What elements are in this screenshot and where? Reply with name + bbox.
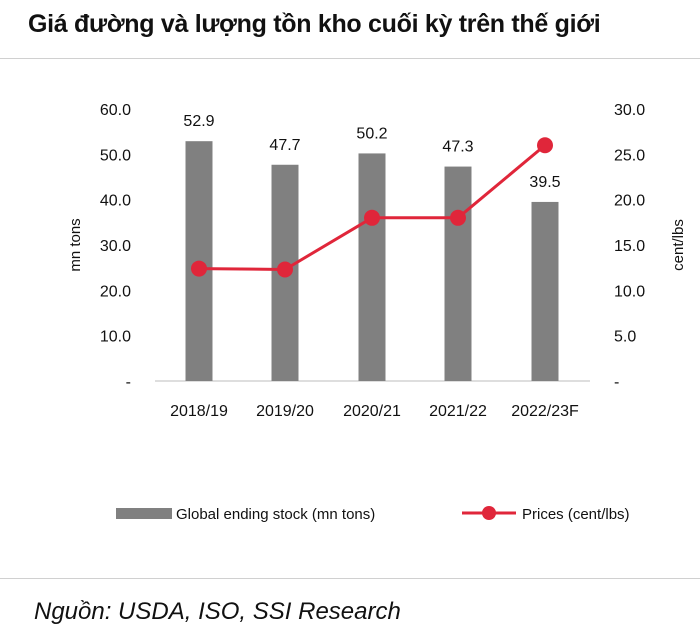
price-point [450, 209, 466, 226]
x-tick-label: 2020/21 [343, 403, 401, 420]
right-tick-label: 5.0 [614, 329, 636, 346]
source-note: Nguồn: USDA, ISO, SSI Research [34, 598, 401, 625]
right-axis-title: cent/lbs [670, 219, 687, 271]
x-tick-label: 2019/20 [256, 403, 314, 420]
price-point [364, 209, 380, 226]
bottom-divider [0, 578, 700, 579]
left-tick-label: 60.0 [100, 102, 131, 119]
x-tick-label: 2018/19 [170, 403, 228, 420]
right-tick-label: 25.0 [614, 147, 645, 164]
right-axis: - 5.0 10.0 15.0 20.0 25.0 30.0 [614, 102, 645, 391]
price-point [191, 260, 207, 277]
x-tick-label: 2021/22 [429, 403, 487, 420]
bar [444, 166, 472, 381]
bar-value-labels: 52.9 47.7 50.2 47.3 39.5 [183, 113, 560, 191]
bar-value-label: 39.5 [529, 174, 560, 191]
bar-value-label: 47.3 [442, 139, 473, 156]
bar [358, 153, 386, 381]
bar [531, 201, 559, 381]
price-point [277, 261, 293, 278]
left-tick-label: 30.0 [100, 238, 131, 255]
left-axis: - 10.0 20.0 30.0 40.0 50.0 60.0 [100, 102, 131, 391]
legend-line-label: Prices (cent/lbs) [522, 506, 630, 523]
chart-area: - 10.0 20.0 30.0 40.0 50.0 60.0 - 5.0 10.0 15.0 20… [67, 102, 687, 523]
right-tick-label: 15.0 [614, 238, 645, 255]
legend-line-marker [482, 506, 496, 520]
chart-title: Giá đường và lượng tồn kho cuối kỳ trên … [28, 10, 601, 38]
bar-series [185, 141, 559, 381]
right-tick-label: 10.0 [614, 283, 645, 300]
bar-value-label: 47.7 [269, 137, 300, 154]
price-point [537, 137, 553, 154]
left-tick-label: 40.0 [100, 193, 131, 210]
left-tick-label: 50.0 [100, 147, 131, 164]
right-tick-label: 30.0 [614, 102, 645, 119]
left-tick-label: 20.0 [100, 283, 131, 300]
right-tick-label: 20.0 [614, 193, 645, 210]
top-divider [0, 58, 700, 59]
left-tick-label: 10.0 [100, 329, 131, 346]
legend-bar-swatch [116, 508, 172, 519]
legend-bar-label: Global ending stock (mn tons) [176, 506, 375, 523]
x-tick-label: 2022/23F [511, 403, 579, 420]
left-axis-title: mn tons [67, 218, 84, 271]
legend: Global ending stock (mn tons) Prices (ce… [116, 506, 630, 523]
bar-value-label: 50.2 [356, 125, 387, 142]
price-line-series [191, 137, 553, 278]
bar-value-label: 52.9 [183, 113, 214, 130]
left-tick-label: - [126, 374, 131, 391]
x-axis-tick-labels: 2018/19 2019/20 2020/21 2021/22 2022/23F [170, 403, 579, 420]
right-tick-label: - [614, 374, 619, 391]
